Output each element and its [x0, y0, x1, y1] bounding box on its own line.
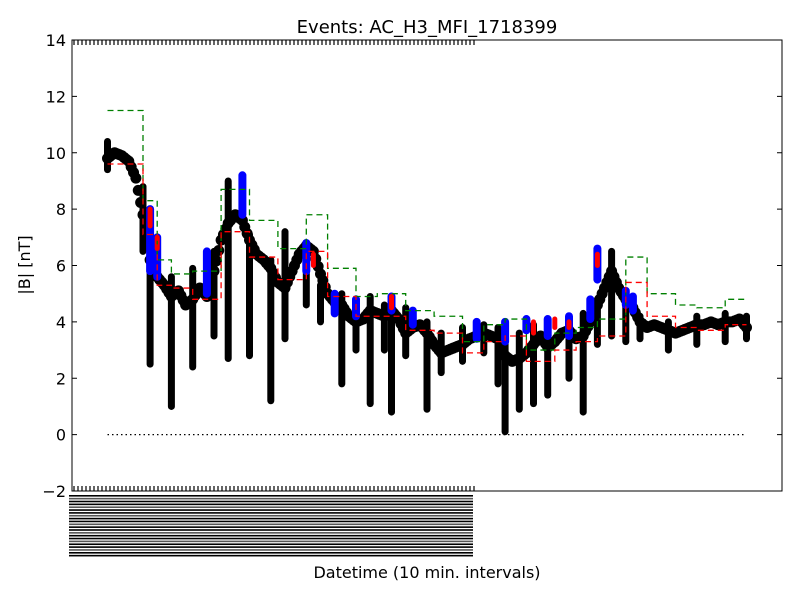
y-axis: −2 0 2 4 6 8 10 12 14 [42, 31, 782, 501]
mean-line [107, 163, 747, 362]
x-tick-labels-overlap [69, 532, 473, 534]
x-tick-labels-overlap [69, 534, 473, 537]
x-tick-labels-overlap [69, 495, 473, 497]
x-tick-labels-overlap [69, 497, 473, 500]
x-tick-labels-overlap [69, 503, 473, 506]
x-tick-labels-overlap [69, 537, 473, 540]
chart-title: Events: AC_H3_MFI_1718399 [297, 17, 558, 38]
x-tick-labels-overlap [69, 520, 473, 523]
y-tick-label: 2 [56, 369, 66, 388]
x-tick-labels-overlap [69, 512, 473, 514]
data-point [741, 322, 752, 334]
y-tick-label: 8 [56, 200, 66, 219]
x-tick-labels-overlap [69, 552, 473, 554]
data-point [210, 255, 222, 267]
x-tick-labels-overlap [69, 514, 473, 517]
data-point [130, 172, 142, 184]
x-tick-labels-overlap [69, 506, 473, 508]
x-axis-label: Datetime (10 min. intervals) [313, 563, 540, 582]
y-tick-label: 4 [56, 313, 66, 332]
data-point [213, 244, 225, 256]
y-tick-label: −2 [42, 482, 66, 501]
x-tick-labels-overlap [69, 546, 473, 548]
x-tick-labels-overlap [69, 554, 473, 557]
threshold-line [107, 109, 747, 351]
x-tick-labels-overlap [69, 526, 473, 528]
y-tick-label: 6 [56, 257, 66, 276]
y-tick-label: 12 [46, 87, 66, 106]
y-tick-label: 14 [46, 31, 66, 50]
data-point [135, 197, 147, 209]
y-axis-label: |B| [nT] [15, 235, 34, 294]
plot-frame [71, 39, 783, 492]
x-tick-labels-overlap [69, 509, 473, 511]
x-tick-labels-overlap [69, 549, 473, 551]
x-tick-labels-overlap [69, 540, 473, 543]
x-tick-labels-overlap [69, 500, 473, 503]
x-tick-labels-overlap [69, 517, 473, 520]
x-tick-labels-overlap [69, 529, 473, 531]
y-tick-label: 10 [46, 144, 66, 163]
x-tick-labels-overlap [69, 543, 473, 546]
data-point [132, 184, 144, 196]
plot-area [102, 109, 752, 436]
data-point [137, 209, 149, 221]
x-tick-labels-overlap [69, 523, 473, 526]
y-tick-label: 0 [56, 426, 66, 445]
x-tick-marks [69, 40, 475, 557]
